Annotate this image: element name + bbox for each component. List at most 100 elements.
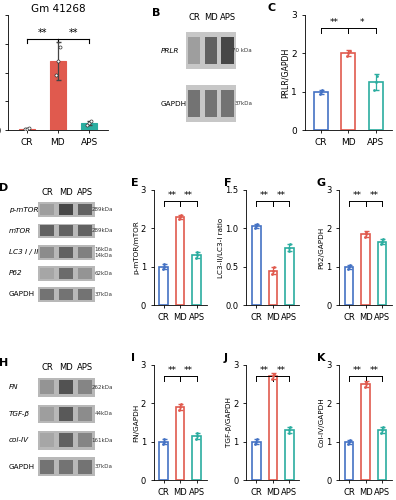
Bar [78, 226, 92, 236]
Text: **: ** [184, 192, 193, 200]
Bar [38, 404, 95, 423]
Bar [40, 226, 54, 236]
Text: p-mTOR: p-mTOR [9, 206, 38, 212]
Bar [40, 380, 54, 394]
Bar [188, 90, 200, 118]
Text: 37kDa: 37kDa [95, 292, 113, 297]
Bar [59, 289, 73, 300]
Text: **: ** [168, 192, 176, 200]
Text: I: I [131, 354, 135, 364]
Bar [59, 407, 73, 420]
Text: **: ** [260, 366, 269, 376]
Bar [378, 242, 386, 305]
Bar [192, 436, 201, 480]
Bar [78, 460, 92, 473]
Bar [78, 407, 92, 420]
Text: 37kDa: 37kDa [234, 101, 252, 106]
Bar [345, 442, 353, 480]
Text: G: G [317, 178, 326, 188]
Bar [268, 270, 277, 305]
Y-axis label: p-mTOR/mTOR: p-mTOR/mTOR [133, 220, 139, 274]
Bar [40, 289, 54, 300]
Bar [59, 460, 73, 473]
Text: **: ** [168, 366, 176, 376]
Bar [38, 458, 95, 476]
Bar [378, 430, 386, 480]
Bar [19, 128, 35, 130]
Text: FN: FN [9, 384, 19, 390]
Text: F: F [224, 178, 232, 188]
Text: **: ** [353, 366, 362, 376]
Bar [38, 431, 95, 450]
Bar [285, 248, 294, 305]
Text: C: C [268, 4, 276, 14]
Text: **: ** [69, 28, 78, 38]
Text: P62: P62 [9, 270, 23, 276]
Bar [205, 37, 217, 64]
Text: MD: MD [204, 13, 218, 22]
Bar [59, 380, 73, 394]
Bar [159, 266, 168, 305]
Text: **: ** [277, 192, 286, 200]
Bar [221, 90, 234, 118]
Bar [38, 224, 95, 238]
Text: MD: MD [59, 363, 73, 372]
Bar [81, 123, 97, 130]
Bar [176, 217, 185, 305]
Text: 37kDa: 37kDa [95, 464, 113, 469]
Text: 161kDa: 161kDa [91, 438, 113, 443]
Bar [40, 407, 54, 420]
Bar [176, 407, 185, 480]
Text: 16kDa
14kDa: 16kDa 14kDa [95, 246, 113, 258]
Bar [40, 204, 54, 216]
Bar [59, 204, 73, 216]
Y-axis label: LC3-II/LC3-I ratio: LC3-II/LC3-I ratio [218, 218, 224, 278]
Text: *: * [360, 18, 364, 28]
Text: K: K [317, 354, 325, 364]
Text: CR: CR [188, 13, 200, 22]
Bar [59, 226, 73, 236]
Bar [38, 244, 95, 260]
Text: CR: CR [41, 188, 53, 197]
Bar [78, 380, 92, 394]
Text: LC3 I / II: LC3 I / II [9, 249, 38, 255]
Bar [40, 434, 54, 447]
Bar [361, 234, 370, 305]
Text: B: B [152, 8, 160, 18]
Y-axis label: PRLR/GAPDH: PRLR/GAPDH [281, 48, 290, 98]
Text: **: ** [260, 192, 269, 200]
Text: **: ** [277, 366, 286, 376]
Text: 62kDa: 62kDa [95, 271, 113, 276]
Bar [159, 442, 168, 480]
Bar [78, 268, 92, 279]
Text: APS: APS [220, 13, 236, 22]
Y-axis label: TGF-β/GAPDH: TGF-β/GAPDH [226, 398, 232, 448]
Bar [59, 434, 73, 447]
Text: PRLR: PRLR [160, 48, 179, 54]
Text: 289kDa: 289kDa [91, 228, 113, 234]
Bar [186, 32, 236, 69]
Bar [78, 289, 92, 300]
Bar [38, 287, 95, 302]
Bar [38, 266, 95, 280]
Text: 44kDa: 44kDa [95, 412, 113, 416]
Bar [361, 384, 370, 480]
Text: H: H [0, 358, 9, 368]
Bar [188, 37, 200, 64]
Text: **: ** [184, 366, 193, 376]
Bar [40, 246, 54, 258]
Bar [59, 268, 73, 279]
Bar [205, 90, 217, 118]
Text: CR: CR [41, 363, 53, 372]
Text: **: ** [330, 18, 339, 28]
Bar [78, 204, 92, 216]
Bar [59, 246, 73, 258]
Bar [221, 37, 234, 64]
Bar [369, 82, 383, 130]
Y-axis label: P62/GAPDH: P62/GAPDH [319, 226, 325, 268]
Text: D: D [0, 183, 9, 193]
Text: 289kDa: 289kDa [91, 207, 113, 212]
Bar [50, 61, 66, 130]
Text: **: ** [369, 192, 378, 200]
Bar [38, 378, 95, 396]
